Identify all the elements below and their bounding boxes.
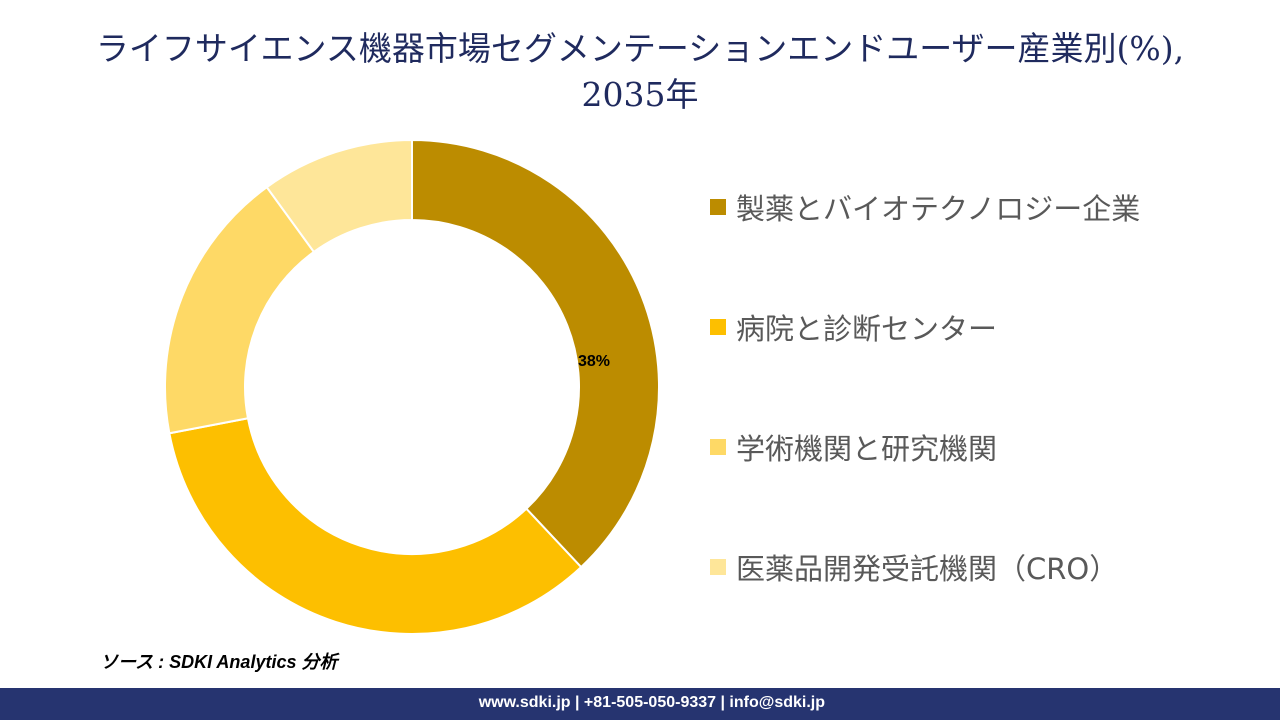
chart-title: ライフサイエンス機器市場セグメンテーションエンドユーザー産業別(%), 2035… xyxy=(0,26,1280,118)
donut-slice-3 xyxy=(164,185,316,435)
donut-chart: 38% xyxy=(164,138,660,635)
legend-swatch xyxy=(710,439,726,455)
source-note: ソース : SDKI Analytics 分析 xyxy=(100,652,338,672)
footer-bar: www.sdki.jp | +81-505-050-9337 | info@sd… xyxy=(0,688,1280,720)
title-line-1: ライフサイエンス機器市場セグメンテーションエンドユーザー産業別(%), xyxy=(95,29,1185,68)
legend-label: 学術機関と研究機関 xyxy=(736,432,998,466)
legend-item: 学術機関と研究機関 xyxy=(710,426,997,468)
donut-slice-4 xyxy=(265,138,413,254)
legend-swatch xyxy=(710,319,726,335)
data-label-1: 38% xyxy=(578,353,610,370)
legend-item: 病院と診断センター xyxy=(710,306,997,348)
footer-contact: www.sdki.jp | +81-505-050-9337 | info@sd… xyxy=(478,694,825,711)
legend-item: 医薬品開発受託機関（CRO） xyxy=(710,546,1118,588)
legend-item: 製薬とバイオテクノロジー企業 xyxy=(710,186,1140,228)
title-line-2: 2035年 xyxy=(581,75,699,114)
donut-slice-1 xyxy=(411,138,660,569)
legend-label: 病院と診断センター xyxy=(736,312,998,346)
legend-label: 製薬とバイオテクノロジー企業 xyxy=(736,192,1141,226)
legend-label: 医薬品開発受託機関（CRO） xyxy=(736,552,1119,586)
donut-slice-2 xyxy=(168,417,583,635)
legend-swatch xyxy=(710,559,726,575)
legend-swatch xyxy=(710,199,726,215)
